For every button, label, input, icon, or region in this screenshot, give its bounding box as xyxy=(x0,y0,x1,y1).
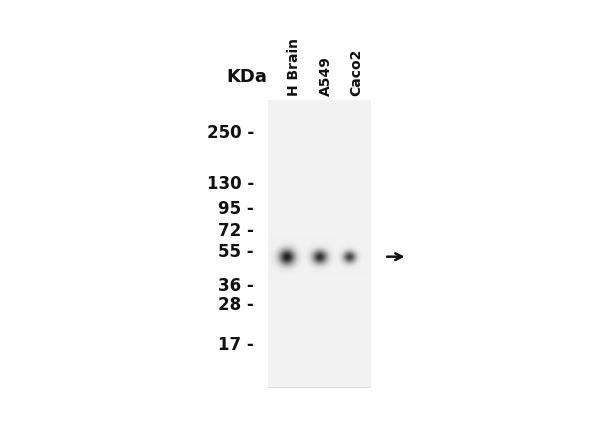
Text: KDa: KDa xyxy=(227,68,268,86)
Text: 130 -: 130 - xyxy=(207,175,254,194)
Text: H Brain: H Brain xyxy=(287,38,301,96)
Text: 95 -: 95 - xyxy=(218,200,254,218)
Text: 72 -: 72 - xyxy=(218,222,254,240)
Text: Caco2: Caco2 xyxy=(349,49,364,96)
Text: 28 -: 28 - xyxy=(218,297,254,314)
Bar xyxy=(268,100,370,387)
Text: 250 -: 250 - xyxy=(207,124,254,142)
Text: 17 -: 17 - xyxy=(218,336,254,354)
Text: 36 -: 36 - xyxy=(218,277,254,295)
Text: 55 -: 55 - xyxy=(218,243,254,261)
Text: A549: A549 xyxy=(319,57,333,96)
